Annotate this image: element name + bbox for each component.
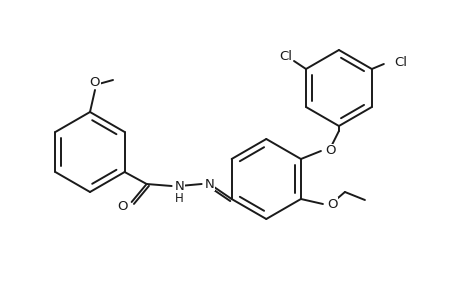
Text: Cl: Cl	[279, 50, 292, 62]
Text: O: O	[117, 200, 128, 214]
Text: Cl: Cl	[393, 56, 406, 68]
Text: O: O	[90, 76, 100, 88]
Text: N: N	[174, 179, 184, 193]
Text: O: O	[324, 145, 335, 158]
Text: N: N	[204, 178, 214, 190]
Text: H: H	[174, 193, 183, 206]
Text: O: O	[326, 197, 337, 211]
